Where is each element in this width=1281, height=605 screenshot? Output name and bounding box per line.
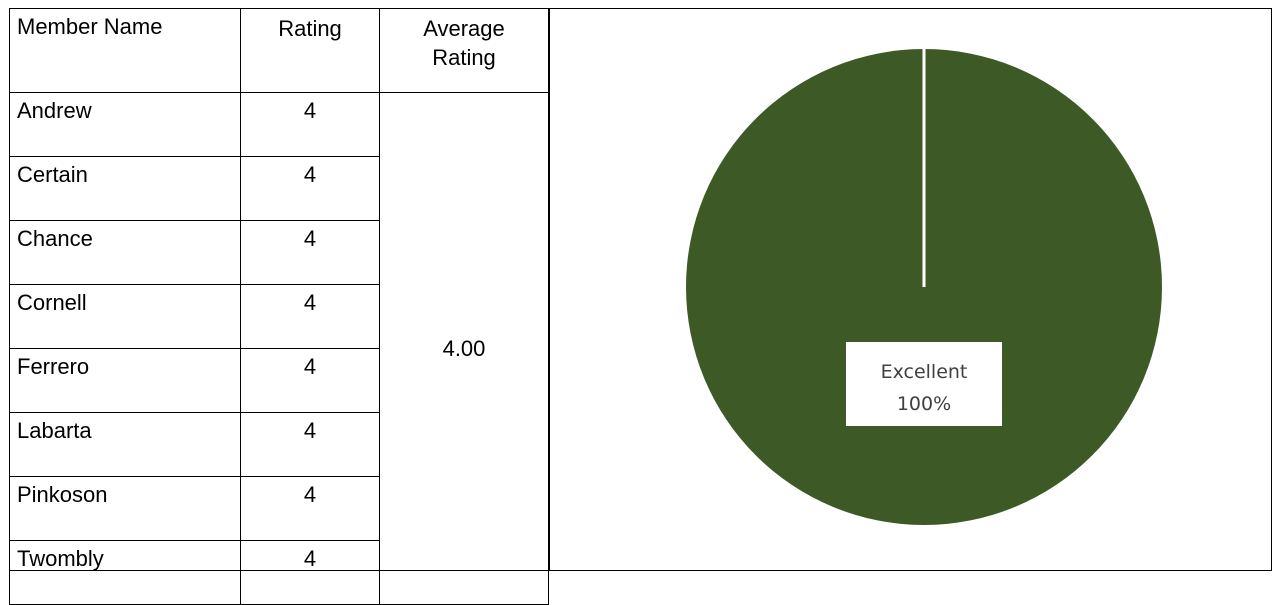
data-label-percent: 100% xyxy=(897,393,951,415)
table-row: Pinkoson 4 xyxy=(9,476,549,541)
table-row: Certain 4 xyxy=(9,156,549,221)
table-row: Ferrero 4 xyxy=(9,348,549,413)
member-name-cell: Chance xyxy=(9,220,241,285)
header-average-rating-line2: Rating xyxy=(432,45,496,70)
pie-chart: Excellent 100% xyxy=(686,49,1162,525)
rating-cell: 4 xyxy=(240,220,380,285)
average-rating-cell: 4.00 xyxy=(379,92,549,605)
table-row: Andrew 4 4.00 xyxy=(9,92,549,605)
member-name-cell: Certain xyxy=(9,156,241,221)
member-name-cell: Andrew xyxy=(9,92,241,157)
rating-cell: 4 xyxy=(240,156,380,221)
rating-cell: 4 xyxy=(240,284,380,349)
ratings-table: Member Name Rating Average Rating Andrew… xyxy=(9,8,549,605)
member-name-cell: Pinkoson xyxy=(9,476,241,541)
rating-cell: 4 xyxy=(240,476,380,541)
member-name-cell: Ferrero xyxy=(9,348,241,413)
header-member-name: Member Name xyxy=(9,8,241,93)
rating-cell: 4 xyxy=(240,348,380,413)
data-label-box xyxy=(846,342,1002,426)
data-label-category: Excellent xyxy=(881,361,968,383)
table-header-row: Member Name Rating Average Rating xyxy=(9,8,549,93)
member-name-cell: Labarta xyxy=(9,412,241,477)
rating-cell: 4 xyxy=(240,92,380,157)
header-rating: Rating xyxy=(240,8,380,93)
header-average-rating-line1: Average xyxy=(423,16,505,41)
table-row: Labarta 4 xyxy=(9,412,549,477)
header-average-rating: Average Rating xyxy=(379,8,549,93)
member-name-cell: Cornell xyxy=(9,284,241,349)
rating-cell: 4 xyxy=(240,412,380,477)
chart-panel: Excellent 100% xyxy=(549,8,1272,571)
